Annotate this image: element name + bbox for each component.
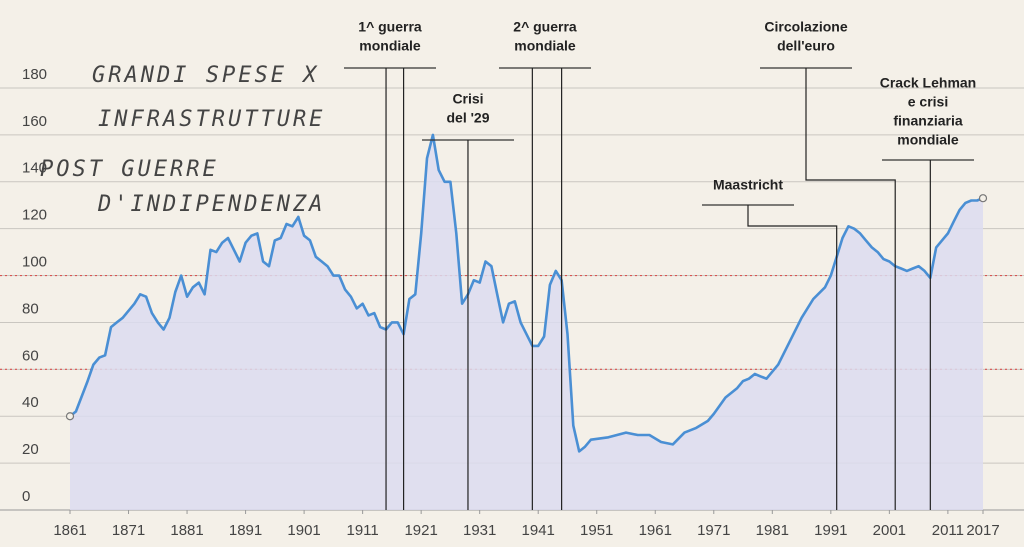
y-tick-label: 20 — [22, 441, 39, 458]
x-tick-label: 1951 — [580, 522, 613, 539]
x-tick-label: 1931 — [463, 522, 496, 539]
x-tick-label: 2017 — [966, 522, 999, 539]
y-tick-label: 0 — [22, 488, 30, 505]
annotation-label: mondiale — [897, 132, 959, 148]
x-tick-label: 1991 — [814, 522, 847, 539]
x-tick-label: 2001 — [873, 522, 906, 539]
y-tick-label: 180 — [22, 66, 47, 83]
x-tick-label: 1901 — [287, 522, 320, 539]
annotation-line — [805, 68, 896, 510]
x-tick-label: 1981 — [756, 522, 789, 539]
annotation-label: e crisi — [908, 94, 948, 110]
annotation-label: Maastricht — [713, 177, 783, 193]
annotation-label: Crisi — [452, 91, 483, 107]
annotation-label: mondiale — [359, 38, 421, 54]
x-tick-label: 2011 — [932, 522, 964, 539]
y-tick-label: 60 — [22, 347, 39, 364]
y-tick-label: 160 — [22, 113, 47, 130]
y-tick-label: 40 — [22, 394, 39, 411]
handwritten-note: POST GUERRE — [40, 157, 219, 182]
handwritten-note: D'INDIPENDENZA — [97, 192, 325, 217]
x-tick-label: 1921 — [404, 522, 437, 539]
x-tick-label: 1911 — [346, 522, 378, 539]
line — [69, 133, 984, 453]
y-tick-label: 140 — [22, 160, 47, 177]
annotation-label: Crack Lehman — [880, 75, 976, 91]
y-tick-label: 100 — [22, 254, 47, 271]
handwritten-note: INFRASTRUTTURE — [98, 107, 325, 132]
end-point — [65, 412, 75, 421]
annotation-label: finanziaria — [893, 113, 962, 129]
annotation-label: Circolazione — [764, 19, 847, 35]
y-tick-label: 120 — [22, 207, 47, 224]
annotation-label: dell'euro — [777, 38, 835, 54]
x-tick-label: 1861 — [53, 522, 86, 539]
annotation-line — [747, 205, 838, 510]
x-tick-label: 1941 — [522, 522, 555, 539]
x-tick-label: 1891 — [229, 522, 262, 539]
area — [70, 134, 983, 510]
annotation-label: 2^ guerra — [513, 19, 577, 35]
annotation-label: 1^ guerra — [358, 19, 422, 35]
x-tick-label: 1971 — [697, 522, 730, 539]
y-tick-label: 80 — [22, 300, 39, 317]
end-point — [978, 194, 988, 203]
x-tick-label: 1871 — [112, 522, 145, 539]
handwritten-note: GRANDI SPESE X — [92, 63, 319, 88]
x-tick-label: 1961 — [639, 522, 672, 539]
annotation-label: mondiale — [514, 38, 576, 54]
x-tick-label: 1881 — [170, 522, 203, 539]
annotation-label: del '29 — [446, 110, 489, 126]
